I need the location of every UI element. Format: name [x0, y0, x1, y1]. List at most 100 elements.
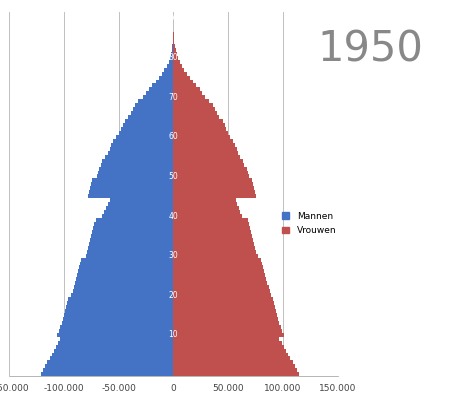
Bar [165, 67, 173, 72]
Bar [173, 155, 240, 159]
Text: 90: 90 [168, 14, 178, 23]
Bar [173, 281, 267, 285]
Bar [92, 178, 173, 182]
Bar [173, 182, 253, 187]
Bar [173, 111, 217, 115]
Bar [173, 127, 226, 131]
Bar [173, 369, 297, 372]
Bar [170, 56, 173, 60]
Bar [75, 281, 173, 285]
Bar [68, 297, 173, 301]
Bar [173, 246, 256, 249]
Text: 60: 60 [168, 133, 178, 142]
Bar [173, 301, 274, 305]
Bar [89, 242, 173, 246]
Bar [76, 277, 173, 281]
Bar [173, 175, 249, 178]
Bar [173, 353, 288, 357]
Bar [86, 254, 173, 258]
Bar [173, 218, 248, 222]
Bar [97, 175, 173, 178]
Bar [173, 214, 242, 218]
Bar [90, 187, 173, 190]
Bar [72, 293, 173, 297]
Bar [133, 107, 173, 111]
Bar [45, 364, 173, 369]
Bar [63, 317, 173, 321]
Bar [95, 218, 173, 222]
Bar [173, 67, 184, 72]
Bar [87, 249, 173, 254]
Bar [138, 99, 173, 103]
Bar [173, 254, 257, 258]
Bar [173, 103, 213, 107]
Bar [173, 95, 205, 99]
Bar [130, 111, 173, 115]
Bar [59, 329, 173, 333]
Bar [173, 166, 247, 171]
Bar [110, 147, 173, 151]
Bar [173, 194, 256, 198]
Bar [146, 91, 173, 95]
Bar [173, 60, 180, 64]
Bar [41, 372, 173, 376]
Bar [173, 72, 188, 76]
Bar [173, 329, 282, 333]
Bar [173, 230, 251, 234]
Bar [91, 182, 173, 187]
Bar [125, 119, 173, 123]
Bar [135, 103, 173, 107]
Bar [108, 202, 173, 206]
Text: 80: 80 [168, 53, 178, 62]
Bar [173, 107, 215, 111]
Bar [173, 325, 280, 329]
Bar [169, 60, 173, 64]
Bar [173, 313, 277, 317]
Bar [93, 226, 173, 230]
Bar [173, 139, 234, 143]
Bar [128, 115, 173, 119]
Bar [108, 151, 173, 155]
Bar [110, 198, 173, 202]
Bar [173, 297, 273, 301]
Bar [173, 159, 243, 163]
Bar [173, 163, 244, 166]
Bar [173, 135, 230, 139]
Bar [173, 238, 253, 242]
Bar [173, 321, 279, 325]
Bar [43, 369, 173, 372]
Bar [173, 234, 252, 238]
Bar [121, 127, 173, 131]
Bar [173, 91, 202, 95]
Bar [173, 123, 225, 127]
Legend: Mannen, Vrouwen: Mannen, Vrouwen [282, 212, 336, 235]
Bar [173, 40, 174, 44]
Bar [54, 348, 173, 353]
Bar [47, 360, 173, 364]
Text: 50: 50 [168, 172, 178, 181]
Bar [65, 309, 173, 313]
Bar [172, 44, 173, 48]
Bar [173, 210, 240, 214]
Bar [173, 44, 175, 48]
Bar [173, 258, 261, 261]
Bar [74, 285, 173, 289]
Bar [173, 337, 279, 341]
Bar [156, 79, 173, 83]
Text: 1950: 1950 [317, 29, 423, 71]
Bar [66, 305, 173, 309]
Bar [94, 222, 173, 226]
Bar [173, 206, 239, 210]
Bar [58, 341, 173, 345]
Bar [77, 273, 173, 277]
Bar [67, 301, 173, 305]
Bar [173, 270, 264, 273]
Bar [173, 317, 279, 321]
Bar [173, 171, 248, 175]
Bar [173, 357, 290, 360]
Bar [173, 226, 250, 230]
Text: 40: 40 [168, 211, 178, 220]
Bar [78, 270, 173, 273]
Bar [172, 48, 173, 52]
Bar [173, 293, 271, 297]
